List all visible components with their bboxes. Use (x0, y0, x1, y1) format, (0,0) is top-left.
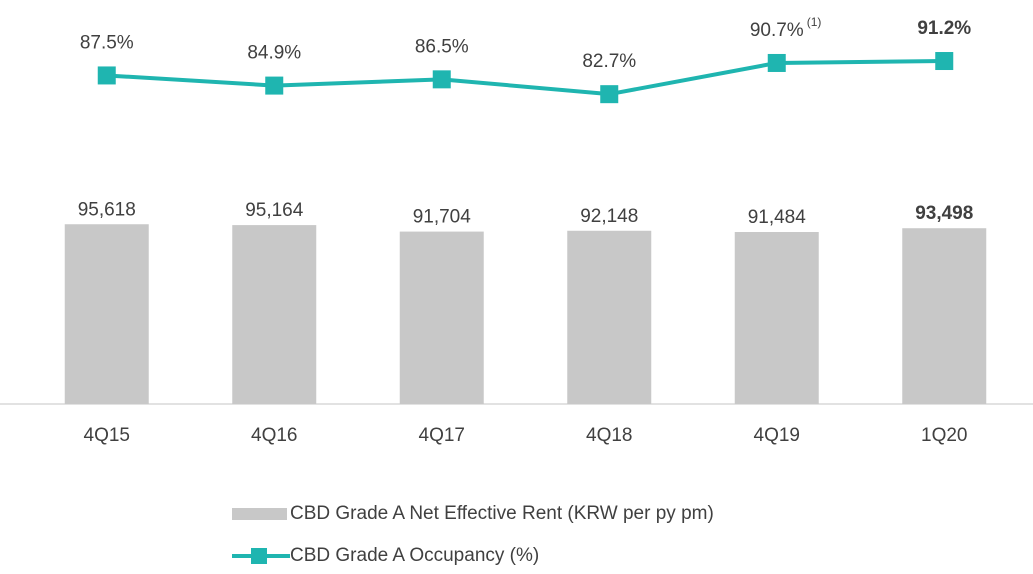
bar-value-label: 95,164 (245, 200, 304, 221)
bar (567, 230, 652, 404)
line-marker (600, 85, 619, 104)
line-marker (97, 66, 116, 85)
line-value-label: 82.7% (582, 51, 636, 72)
bar-value-label: 95,618 (78, 199, 136, 220)
line-value-label: 84.9% (247, 43, 301, 64)
legend-label: CBD Grade A Net Effective Rent (KRW per … (290, 503, 714, 524)
bar-value-label: 93,498 (915, 203, 973, 224)
bar (64, 224, 149, 404)
bar (232, 225, 317, 404)
line-value-label: 86.5% (415, 36, 469, 57)
bar-value-label: 91,704 (413, 207, 472, 228)
x-tick-label: 1Q20 (921, 425, 967, 446)
x-tick-label: 4Q17 (419, 425, 465, 446)
line-value-label: 90.7% (750, 20, 804, 41)
x-tick-label: 4Q15 (84, 425, 130, 446)
line-marker (265, 76, 284, 95)
bar-value-label: 91,484 (748, 207, 807, 228)
x-tick-label: 4Q18 (586, 425, 632, 446)
x-tick-label: 4Q19 (754, 425, 800, 446)
line (106, 59, 945, 97)
bar (902, 228, 987, 404)
bar (734, 232, 819, 404)
bar-value-label: 92,148 (580, 206, 638, 227)
line-marker (432, 70, 451, 89)
legend-swatch (251, 548, 267, 564)
line-marker (935, 52, 954, 71)
line-value-label: 91.2% (917, 18, 971, 39)
annotation: (1) (807, 15, 822, 29)
line-value-label: 87.5% (80, 32, 134, 53)
bar (399, 231, 484, 404)
legend-label: CBD Grade A Occupancy (%) (290, 545, 539, 566)
legend-swatch (232, 508, 287, 520)
line-marker (767, 53, 786, 72)
x-tick-label: 4Q16 (251, 425, 297, 446)
